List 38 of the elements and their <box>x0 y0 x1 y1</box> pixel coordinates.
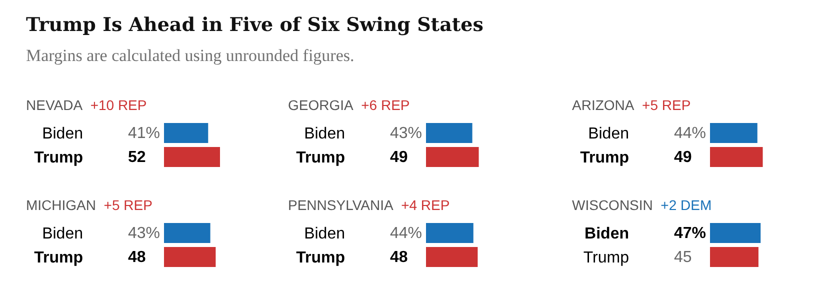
data-label: 45 <box>674 249 692 266</box>
data-label: 44% <box>674 125 706 142</box>
y-tick-label: Biden <box>42 126 83 143</box>
chart-subtitle: +5 REP <box>642 96 691 113</box>
y-tick-label: Biden <box>304 126 345 143</box>
data-label: 47% <box>674 225 706 242</box>
y-tick-label: Trump <box>296 250 346 267</box>
chart-title: NEVADA <box>26 96 83 113</box>
data-label: 44% <box>390 225 422 242</box>
chart-subtitle: +4 REP <box>401 196 450 213</box>
chart-subtitle: +2 DEM <box>660 196 712 213</box>
y-tick-label: Trump <box>583 250 630 267</box>
data-label: 41% <box>128 125 160 142</box>
chart-title: WISCONSIN <box>572 196 653 213</box>
text: Trump Is Ahead in Five of Six Swing States <box>26 14 484 36</box>
data-label: 43% <box>390 125 422 142</box>
y-tick-label: Trump <box>296 150 346 167</box>
y-tick-label: Biden <box>584 226 629 243</box>
chart-title: ARIZONA <box>572 96 634 113</box>
chart-subtitle: +6 REP <box>361 96 410 113</box>
data-label: 49 <box>674 149 692 166</box>
data-label: 48 <box>390 249 408 266</box>
data-label: 52 <box>128 149 146 166</box>
y-tick-label: Trump <box>34 150 84 167</box>
chart-title: MICHIGAN <box>26 196 96 213</box>
y-tick-label: Biden <box>42 226 83 243</box>
y-tick-label: Trump <box>580 150 630 167</box>
data-label: 49 <box>390 149 408 166</box>
text: Margins are calculated using unrounded figures. <box>26 46 356 66</box>
chart-subtitle: +5 REP <box>104 196 152 213</box>
chart-subtitle: +10 REP <box>90 96 147 113</box>
y-tick-label: Biden <box>588 126 629 143</box>
chart-title: GEORGIA <box>288 96 354 113</box>
y-tick-label: Biden <box>304 226 345 243</box>
y-tick-label: Trump <box>34 250 84 267</box>
data-label: 43% <box>128 225 160 242</box>
data-label: 48 <box>128 249 146 266</box>
chart-title: PENNSYLVANIA <box>288 196 394 213</box>
